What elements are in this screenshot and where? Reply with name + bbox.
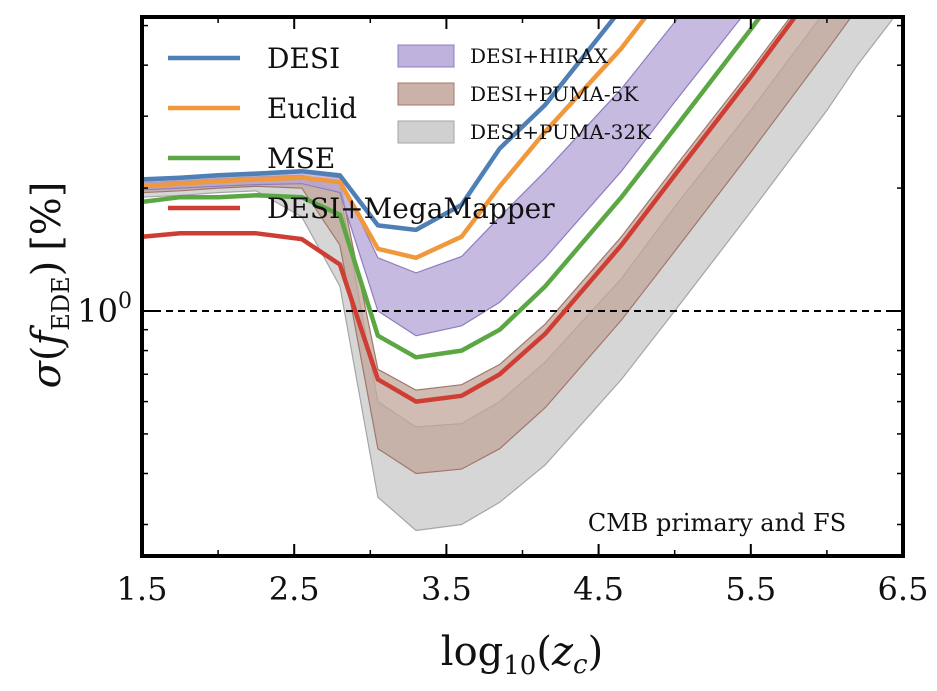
legend-label: Euclid — [267, 92, 357, 125]
band-desi-puma-5k — [142, 17, 852, 475]
legend-label: DESI+HIRAX — [470, 44, 609, 68]
x-tick-label: 4.5 — [573, 570, 624, 608]
legend-label: DESI+MegaMapper — [267, 192, 555, 225]
legend-label: DESI+PUMA-32K — [470, 120, 652, 144]
x-tick-label: 2.5 — [269, 570, 320, 608]
lines-layer — [142, 17, 798, 404]
series-line-desi — [142, 17, 618, 233]
y-tick-label: 100 — [77, 289, 132, 330]
legend-swatch-band — [397, 44, 455, 68]
band-desi-hirax — [142, 17, 743, 337]
legend-label: MSE — [267, 142, 335, 175]
y-axis-label: σ(fEDE)[%] — [24, 182, 75, 389]
legend-swatch-band — [397, 120, 455, 144]
bands-layer — [142, 17, 895, 532]
x-tick-label: 5.5 — [725, 570, 776, 608]
series-line-desi-megamapper — [142, 17, 798, 404]
legend-bands: DESI+HIRAX DESI+PUMA-5K DESI+PUMA-32K — [397, 44, 652, 144]
series-line-euclid — [142, 17, 649, 261]
x-tick-label: 3.5 — [421, 570, 472, 608]
x-axis-label: log10(zc) — [441, 629, 603, 681]
legend-swatch-band — [397, 82, 455, 106]
legend-lines: DESI Euclid MSE DESI+MegaMapper — [168, 42, 555, 225]
annotation-text: CMB primary and FS — [588, 509, 846, 537]
plot-area — [142, 17, 903, 532]
x-tick-label: 1.5 — [117, 570, 168, 608]
ticks-layer: 1.52.53.54.55.56.5100101 — [77, 17, 929, 608]
legend-label: DESI — [267, 42, 340, 75]
legend-label: DESI+PUMA-5K — [470, 82, 639, 106]
x-tick-label: 6.5 — [878, 570, 929, 608]
series-line-mse — [142, 17, 763, 360]
